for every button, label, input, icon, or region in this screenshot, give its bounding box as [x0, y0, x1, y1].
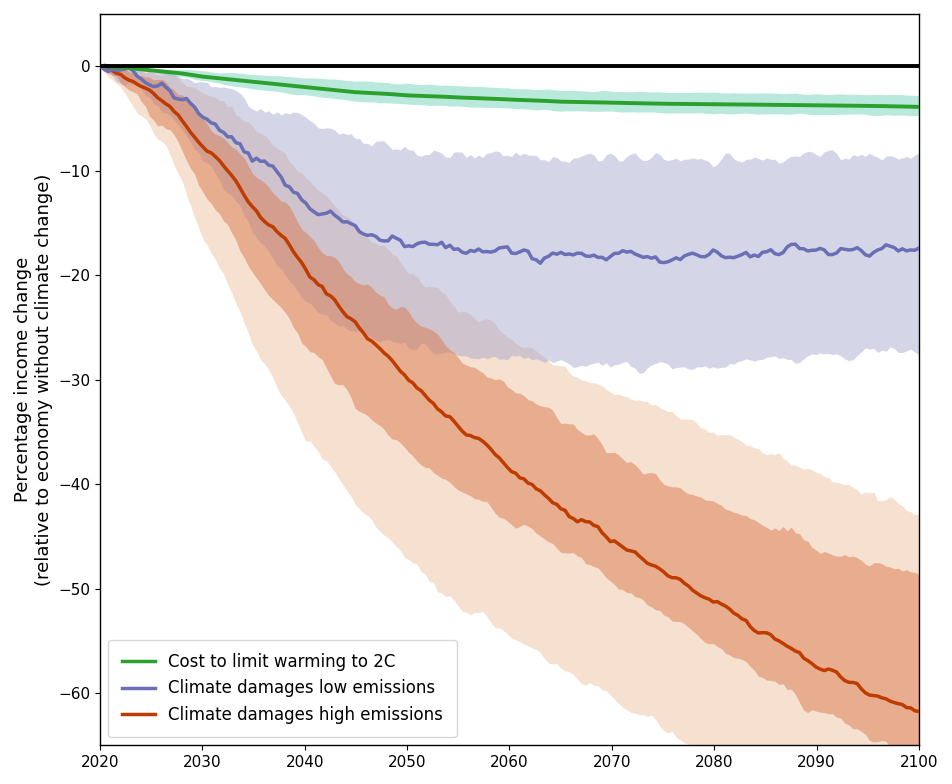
Legend: Cost to limit warming to 2C, Climate damages low emissions, Climate damages high: Cost to limit warming to 2C, Climate dam…: [109, 640, 457, 737]
Y-axis label: Percentage income change
(relative to economy without climate change): Percentage income change (relative to ec…: [14, 173, 52, 586]
